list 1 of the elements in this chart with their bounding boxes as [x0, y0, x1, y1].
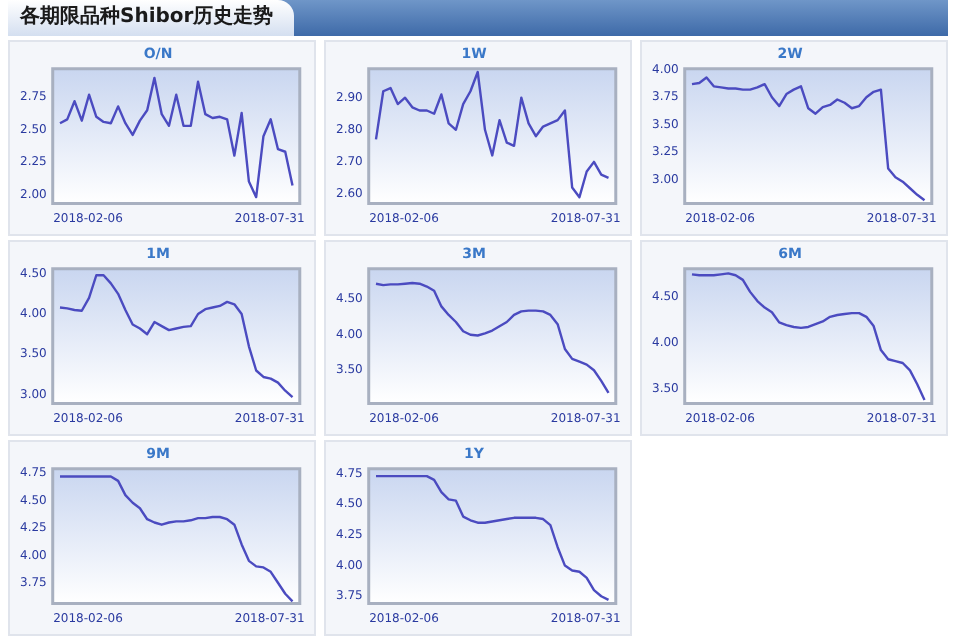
text: 各期限品种Shibor历史走势 [8, 0, 294, 36]
